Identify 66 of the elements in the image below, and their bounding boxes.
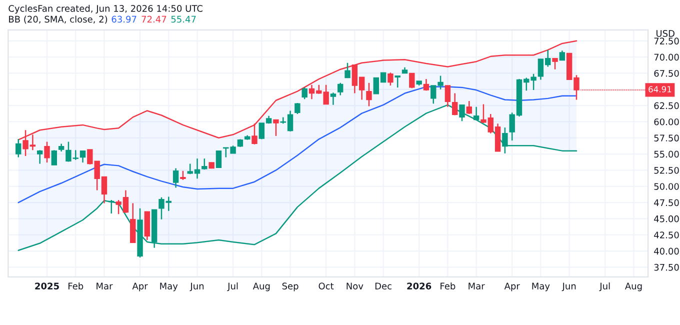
candlestick [302,86,308,100]
x-tick-label: Oct [318,282,334,290]
legend-title: BB (20, SMA, close, 2) [9,16,108,24]
candlestick [172,168,179,188]
y-tick-label: 62.50 [654,102,679,110]
candlestick [273,119,279,137]
x-tick-label: Mar [468,282,485,290]
candlestick [44,141,50,164]
candlestick [80,150,86,164]
candlestick [344,62,350,78]
candlestick [338,82,344,96]
y-tick-label: 47.50 [654,199,679,206]
y-tick-label: 55.00 [654,150,679,158]
x-tick-label: Feb [68,282,84,290]
candlestick [452,92,458,116]
x-tick-label: Mar [96,282,113,290]
x-tick-label: Apr [132,282,148,292]
x-tick-label: Jun [562,282,576,292]
candlestick [502,126,508,154]
candlestick [466,100,472,115]
candlestick [394,75,400,88]
x-tick-label: Aug [252,282,270,292]
y-axis-title: USD [656,30,674,37]
y-tick-label: 57.50 [654,134,679,142]
y-tick-label: 52.50 [654,166,679,174]
y-tick-label: 50.00 [654,183,679,190]
y-tick-label: 45.00 [654,215,679,222]
candlestick [366,82,372,107]
candlestick [36,150,43,164]
annotation: 64.91 [648,86,672,92]
candlestick [409,72,415,89]
candlestick [552,58,558,70]
y-tick-label: 37.50 [654,264,679,271]
candlestick [444,84,451,108]
x-tick-label: Dec [375,282,392,290]
x-tick-label: 2025 [35,282,59,290]
x-tick-label: May [160,282,178,292]
candlestick [51,150,58,166]
x-tick-label: Apr [504,282,520,292]
x-tick-label: Jul [599,282,610,292]
y-tick-label: 70.00 [654,54,679,61]
x-tick-label: Aug [624,282,642,292]
x-tick-label: 2026 [407,282,432,290]
candlestick [388,72,394,86]
text: 63.97 [112,16,136,23]
x-tick-label: Jun [190,282,204,292]
x-tick-label: Jul [227,282,238,292]
x-tick-label: Nov [346,282,364,290]
text: 72.47 [142,16,166,22]
text: 55.47 [171,16,196,23]
y-tick-label: 72.50 [654,38,679,44]
candlestick [216,150,222,168]
y-tick-label: 40.00 [654,248,679,255]
candlestick [16,138,22,158]
y-tick-label: 42.50 [654,232,679,238]
chart-title: CyclesFan created, Jun 13, 2026 14:50 UTC [8,4,202,14]
candlestick [130,202,136,244]
x-tick-label: Sep [282,282,298,292]
y-tick-label: 60.00 [654,118,679,126]
candlestick [330,92,336,106]
candlestick [559,50,566,61]
candlestick [180,170,186,181]
x-tick-label: Feb [440,282,456,290]
candlestick [294,102,300,115]
x-tick-label: May [532,282,550,292]
y-tick-label: 67.50 [654,70,679,77]
